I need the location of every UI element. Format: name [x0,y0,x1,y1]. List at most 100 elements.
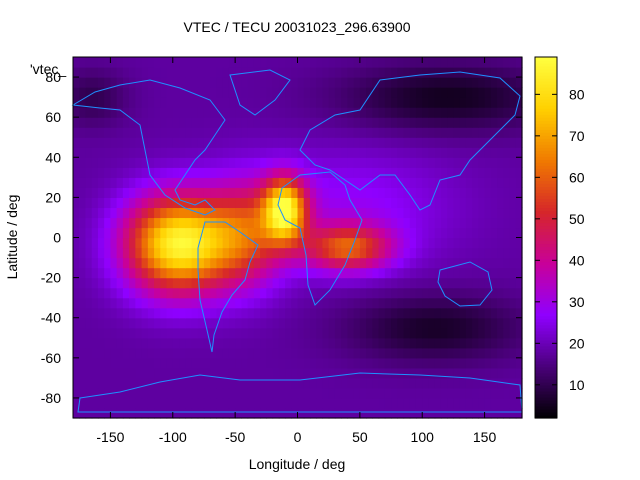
heatmap-cell [366,337,373,349]
heatmap-cell [490,97,498,108]
heatmap-cell [515,317,523,329]
heatmap-cell [278,267,286,279]
heatmap-cell [509,117,517,128]
heatmap-cell [285,187,292,198]
heatmap-cell [179,307,186,319]
heatmap-cell [104,237,112,249]
colorbar-step [535,297,557,302]
heatmap-cell [453,277,461,289]
heatmap-cell [509,267,517,279]
heatmap-cell [253,207,261,219]
heatmap-cell [104,147,112,158]
heatmap-cell [341,397,348,409]
heatmap-cell [110,307,118,319]
heatmap-cell [391,267,398,279]
heatmap-cell [359,257,367,269]
heatmap-cell [166,277,174,289]
heatmap-cell [116,257,124,269]
heatmap-cell [359,267,367,279]
heatmap-cell [434,337,442,349]
heatmap-cell [440,397,448,409]
heatmap-cell [278,367,286,379]
heatmap-cell [272,327,280,339]
heatmap-cell [222,177,230,188]
heatmap-cell [185,397,193,409]
heatmap-cell [122,107,130,118]
heatmap-cell [91,77,99,88]
heatmap-cell [147,57,155,68]
heatmap-cell [191,357,199,369]
heatmap-cell [179,277,186,289]
heatmap-cell [465,187,473,198]
heatmap-cell [235,167,242,178]
heatmap-cell [366,297,373,309]
heatmap-cell [197,267,205,279]
heatmap-cell [409,127,417,138]
heatmap-cell [384,267,392,279]
heatmap-cell [347,257,355,269]
heatmap-cell [91,307,99,319]
colorbar-step [535,291,557,296]
heatmap-cell [122,177,130,188]
heatmap-cell [272,297,280,309]
heatmap-cell [291,87,299,98]
heatmap-cell [415,317,423,329]
heatmap-cell [341,117,348,128]
heatmap-cell [415,67,423,78]
heatmap-cell [228,177,236,188]
heatmap-cell [247,77,255,88]
heatmap-cell [172,227,180,239]
heatmap-cell [297,147,305,158]
heatmap-cell [210,197,218,209]
heatmap-cell [172,107,180,118]
heatmap-cell [309,317,317,329]
heatmap-cell [334,297,342,309]
heatmap-cell [110,67,118,78]
heatmap-cell [447,157,455,168]
heatmap-cell [503,77,511,88]
heatmap-cell [484,337,492,349]
heatmap-cell [197,167,205,178]
heatmap-cell [260,387,267,399]
heatmap-cell [91,387,99,399]
heatmap-cell [459,327,467,339]
heatmap-cell [303,147,311,158]
heatmap-cell [129,347,136,359]
heatmap-cell [285,247,292,259]
heatmap-cell [453,397,461,409]
heatmap-cell [409,217,417,229]
heatmap-cell [422,147,430,158]
heatmap-cell [465,167,473,178]
heatmap-cell [484,397,492,409]
heatmap-cell [185,207,193,219]
heatmap-cell [97,287,105,299]
heatmap-cell [341,167,348,178]
heatmap-cell [334,357,342,369]
colorbar-step [535,60,557,64]
heatmap-cell [478,147,486,158]
heatmap-cell [353,357,361,369]
heatmap-cell [472,347,479,359]
heatmap-cell [241,227,249,239]
colorbar-step [535,105,557,109]
heatmap-cell [303,97,311,108]
heatmap-cell [347,77,355,88]
heatmap-cell [154,397,161,409]
heatmap-cell [334,387,342,399]
heatmap-cell [359,297,367,309]
heatmap-cell [154,197,161,209]
heatmap-cell [484,327,492,339]
heatmap-cell [422,57,430,68]
heatmap-cell [272,357,280,369]
heatmap-cell [484,67,492,78]
heatmap-cell [334,247,342,259]
heatmap-cell [122,127,130,138]
heatmap-cell [235,287,242,299]
heatmap-cell [384,67,392,78]
chart-title: VTEC / TECU 20031023_296.63900 [183,19,410,35]
heatmap-cell [285,117,292,128]
heatmap-cell [397,247,405,259]
heatmap-cell [440,377,448,389]
heatmap-cell [403,77,411,88]
heatmap-cell [384,197,392,209]
